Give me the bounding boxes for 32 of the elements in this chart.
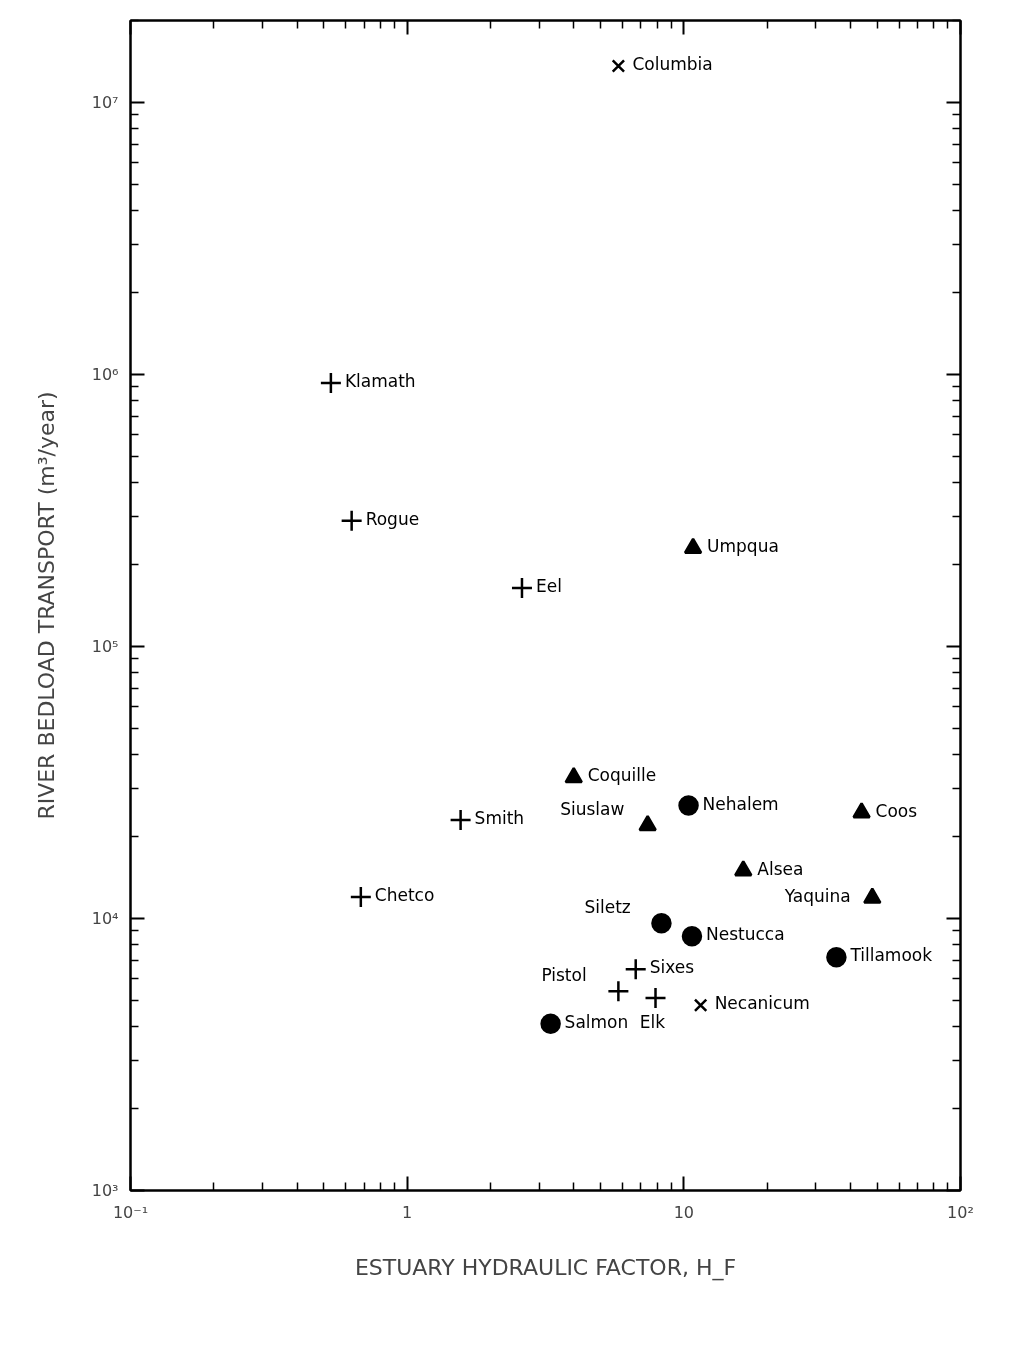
annotation: Nestucca bbox=[705, 924, 785, 945]
y-tick-label: 10³ bbox=[91, 1181, 119, 1200]
annotation: Pistol bbox=[541, 965, 587, 986]
annotation: Tillamook bbox=[849, 945, 933, 966]
y-tick-label: 10⁵ bbox=[91, 636, 119, 656]
y-tick-label: 10⁴ bbox=[91, 908, 119, 928]
y-axis-title: RIVER BEDLOAD TRANSPORT (m³/year) bbox=[33, 391, 59, 820]
annotation: Salmon bbox=[564, 1011, 629, 1032]
annotation: Siuslaw bbox=[560, 799, 625, 820]
annotation: Coos bbox=[875, 800, 918, 821]
annotation: Columbia bbox=[632, 54, 713, 75]
annotation: Yaquina bbox=[783, 885, 851, 906]
annotation: Umpqua bbox=[707, 536, 779, 557]
annotation: Klamath bbox=[344, 370, 416, 391]
annotation: Elk bbox=[639, 1012, 666, 1033]
x-axis-title: ESTUARY HYDRAULIC FACTOR, H_F bbox=[354, 1254, 737, 1281]
annotation: Coquille bbox=[587, 765, 657, 786]
y-tick-label: 10⁷ bbox=[91, 92, 119, 112]
annotation: Nehalem bbox=[702, 793, 779, 814]
annotation: Rogue bbox=[365, 508, 420, 529]
x-tick-label: 10 bbox=[673, 1202, 695, 1222]
x-tick-label: 10⁻¹ bbox=[112, 1202, 149, 1222]
x-tick-label: 1 bbox=[402, 1202, 413, 1222]
x-tick-label: 10² bbox=[947, 1202, 974, 1222]
annotation: Sixes bbox=[649, 957, 695, 978]
annotation: Siletz bbox=[584, 897, 631, 918]
annotation: Smith bbox=[474, 808, 525, 829]
annotation: Chetco bbox=[374, 884, 435, 905]
y-tick-label: 10⁶ bbox=[91, 364, 119, 384]
annotation: Necanicum bbox=[714, 993, 810, 1014]
annotation: Alsea bbox=[757, 858, 804, 879]
annotation: Eel bbox=[535, 576, 562, 596]
